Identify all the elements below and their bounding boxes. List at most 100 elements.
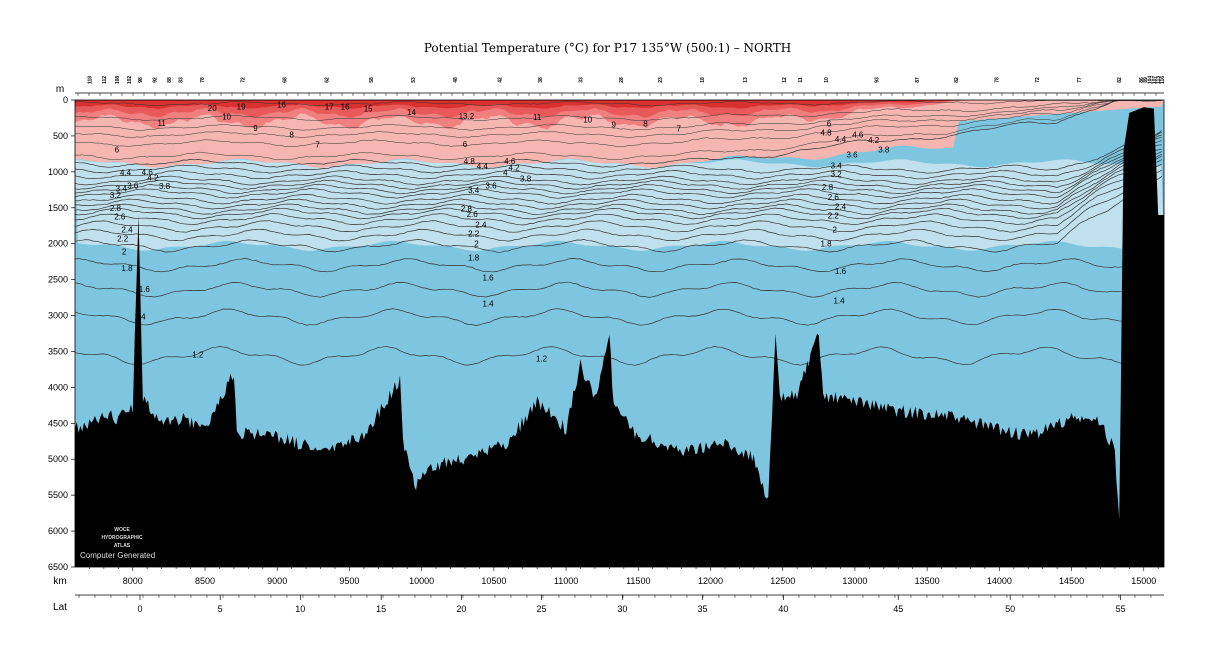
contour-label: 8 xyxy=(289,130,294,139)
isotherm-line xyxy=(75,159,1162,226)
contour-label: 2.8 xyxy=(822,183,834,192)
x-tick-label: 11500 xyxy=(626,576,650,586)
y-tick-label: 1500 xyxy=(48,203,68,213)
contour-label: 15 xyxy=(364,105,373,114)
contour-label: 6 xyxy=(115,146,120,155)
latitude-tick-label: 50 xyxy=(1005,604,1015,614)
contour-label: 1.6 xyxy=(483,273,495,282)
station-label: 89 xyxy=(1143,77,1149,83)
contour-label: 3.8 xyxy=(159,182,171,191)
contour-label: 1.8 xyxy=(121,264,133,273)
contour-label: 2.8 xyxy=(461,204,473,213)
isotherm-line xyxy=(75,100,1162,161)
contour-label: 4.2 xyxy=(868,136,880,145)
x-tick-label: 15000 xyxy=(1131,576,1156,586)
isotherm-line xyxy=(75,153,1162,215)
contour-label: 4.4 xyxy=(120,169,132,178)
station-label: 98 xyxy=(138,77,144,83)
x-axis: km 8000 8500 9000 9500 10000 10500 11000 11500 12… xyxy=(53,567,1159,587)
contour-label: 10 xyxy=(583,115,592,124)
contour-label: 2.2 xyxy=(117,235,129,244)
station-label: 10 xyxy=(824,77,830,83)
contour-label: 3.6 xyxy=(485,181,497,190)
watermark-line: HYDROGRAPHIC xyxy=(101,535,143,541)
station-label: 28 xyxy=(619,77,625,83)
station-label: 104 xyxy=(1148,76,1154,85)
x-tick-label: 11000 xyxy=(554,576,578,586)
chart-title: Potential Temperature (°C) for P17 135°W… xyxy=(423,41,792,55)
station-label: 87 xyxy=(915,77,921,83)
station-axis: 118 112 108 102 98 92 88 83 78 72 68 62 58 53 48 42 38 33… xyxy=(77,76,1166,96)
contour-label: 4 xyxy=(503,169,508,178)
isotherm-line xyxy=(75,144,1162,199)
station-label: 78 xyxy=(995,77,1001,83)
contour-label: 2 xyxy=(122,248,127,257)
contour-label: 13.2 xyxy=(459,112,475,121)
contour-label: 3.2 xyxy=(110,191,122,200)
station-label: 72 xyxy=(241,77,247,83)
y-tick-label: 3000 xyxy=(48,311,68,321)
contour-label: 1.8 xyxy=(468,253,480,262)
contour-label: 2 xyxy=(832,225,837,234)
contour-label: 8 xyxy=(643,120,648,129)
station-label: 53 xyxy=(411,77,417,83)
contour-label: 3.4 xyxy=(116,184,128,193)
isotherm-line xyxy=(75,134,1162,186)
isotherm-line xyxy=(75,258,1162,273)
isotherm-line xyxy=(75,100,1162,107)
latitude-tick-label: 15 xyxy=(376,604,386,614)
x-tick-label: 8000 xyxy=(123,576,143,586)
x-axis-unit: km xyxy=(53,576,66,587)
x-tick-label: 10000 xyxy=(409,576,434,586)
isotherm-line xyxy=(75,136,1162,190)
station-label: 112 xyxy=(102,76,108,84)
contour-label: 11 xyxy=(533,113,542,122)
station-label: 77 xyxy=(1077,77,1083,83)
station-label: 33 xyxy=(579,77,585,83)
watermark: WOCE HYDROGRAPHIC ATLAS Computer Generat… xyxy=(80,527,155,560)
contour-label: 19 xyxy=(237,102,246,111)
watermark-line: WOCE xyxy=(114,527,130,533)
isotherm-line xyxy=(75,100,1162,122)
plot-border xyxy=(74,99,1165,568)
contour-label: 3.8 xyxy=(520,174,532,183)
contour-label: 11 xyxy=(158,119,167,128)
station-label: 82 xyxy=(954,77,960,83)
contour-label: 1.8 xyxy=(820,240,832,249)
station-label: 18 xyxy=(700,77,706,83)
contour-label: 1.6 xyxy=(835,267,847,276)
contour-label: 2.4 xyxy=(121,225,133,234)
isotherm-line xyxy=(75,148,1162,205)
station-label: 48 xyxy=(453,77,459,83)
isotherm-line xyxy=(75,130,1162,174)
contour-label: 4.4 xyxy=(477,162,489,171)
isotherm-line xyxy=(75,155,1162,220)
contour-label: 3.6 xyxy=(127,181,139,190)
x-tick-label: 13500 xyxy=(915,576,940,586)
station-label: 12 xyxy=(782,77,788,83)
station-label: 83 xyxy=(178,77,184,83)
station-label: 92 xyxy=(152,77,158,83)
isotherm-line xyxy=(75,100,1162,131)
watermark-line: ATLAS xyxy=(114,543,131,549)
station-label: 113 xyxy=(1156,76,1162,84)
station-label: 102 xyxy=(127,76,133,85)
x-tick-label: 14500 xyxy=(1059,576,1084,586)
isotherm-line xyxy=(75,308,1162,326)
contour-label: 17 xyxy=(325,102,334,111)
station-label: 93 xyxy=(875,77,881,83)
isotherm-line xyxy=(75,131,1162,180)
contour-label: 1.2 xyxy=(192,350,204,359)
bathymetry xyxy=(75,107,1164,567)
contour-label: 4.4 xyxy=(835,135,847,144)
isotherm-line xyxy=(75,100,1162,139)
contour-label: 4.8 xyxy=(820,128,832,137)
contour-label: 6 xyxy=(463,140,468,149)
station-label: 72 xyxy=(1035,77,1041,83)
contour-label: 3.6 xyxy=(846,151,858,160)
contour-label: 1.4 xyxy=(833,296,845,305)
contour-label: 2.6 xyxy=(114,212,126,221)
contour-label: 2.6 xyxy=(828,193,840,202)
latitude-tick-label: 30 xyxy=(617,604,627,614)
